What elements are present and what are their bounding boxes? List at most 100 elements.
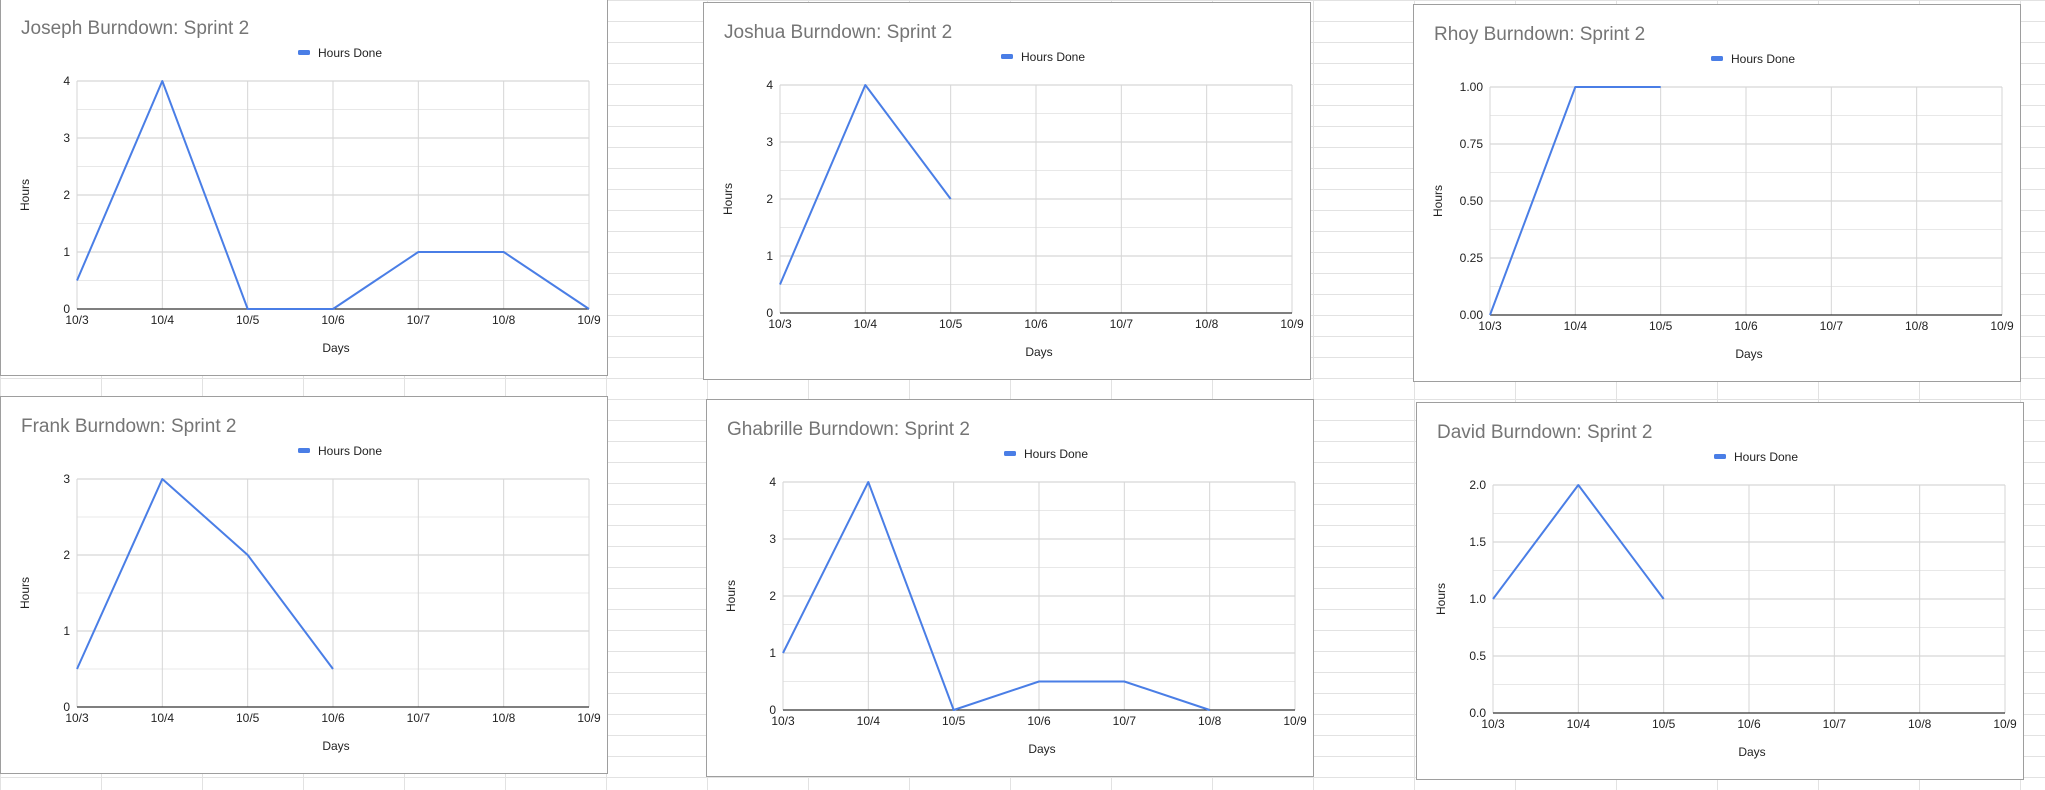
x-axis-title: Days — [322, 739, 349, 753]
chart-svg: Frank Burndown: Sprint 2 Hours Done 0 1 2 3 10… — [18, 416, 601, 753]
x-tick-label: 10/9 — [1993, 717, 2017, 731]
y-tick-label: 2.0 — [1469, 478, 1486, 492]
data-point — [778, 282, 783, 287]
x-tick-label: 10/6 — [1737, 717, 1761, 731]
x-tick-label: 10/5 — [942, 714, 966, 728]
legend-swatch — [1001, 54, 1013, 59]
legend[interactable]: Hours Done — [1001, 50, 1085, 64]
y-tick-label: 0 — [63, 700, 70, 714]
data-point — [160, 79, 165, 84]
legend-label: Hours Done — [1021, 50, 1085, 64]
chart-svg: David Burndown: Sprint 2 Hours Done 0.0 0.5… — [1434, 422, 2017, 759]
y-tick-label: 0.75 — [1460, 137, 1484, 151]
y-tick-label: 2 — [63, 548, 70, 562]
series-line-0 — [1492, 484, 1665, 600]
x-tick-label: 10/6 — [1734, 319, 1758, 333]
x-tick-label: 10/3 — [1478, 319, 1502, 333]
series-line-0 — [76, 80, 590, 310]
x-tick-label: 10/7 — [1823, 717, 1847, 731]
x-tick-label: 10/7 — [407, 711, 431, 725]
legend-swatch — [298, 448, 310, 453]
y-tick-label: 0.5 — [1469, 649, 1486, 663]
y-tick-label: 1 — [63, 624, 70, 638]
legend-swatch — [1004, 451, 1016, 456]
y-tick-label: 4 — [769, 475, 776, 489]
y-tick-label: 2 — [769, 589, 776, 603]
legend-label: Hours Done — [318, 46, 382, 60]
chart-card-ghabrille[interactable]: Ghabrille Burndown: Sprint 2 Hours Done 0 1… — [706, 399, 1314, 777]
data-point — [416, 250, 421, 255]
data-point — [951, 708, 956, 713]
data-point — [1037, 679, 1042, 684]
chart-title: Rhoy Burndown: Sprint 2 — [1434, 24, 1645, 45]
x-axis-title: Days — [1028, 742, 1055, 756]
legend[interactable]: Hours Done — [298, 46, 382, 60]
chart-title: Joshua Burndown: Sprint 2 — [724, 22, 952, 43]
chart-title: David Burndown: Sprint 2 — [1437, 422, 1652, 443]
x-axis-title: Days — [322, 341, 349, 355]
x-tick-label: 10/3 — [771, 714, 795, 728]
data-point — [331, 667, 336, 672]
y-tick-label: 4 — [766, 78, 773, 92]
x-tick-label: 10/9 — [1990, 319, 2014, 333]
x-tick-label: 10/9 — [1280, 317, 1304, 331]
chart-title: Frank Burndown: Sprint 2 — [21, 416, 236, 437]
x-tick-label: 10/4 — [857, 714, 881, 728]
x-tick-label: 10/4 — [151, 313, 175, 327]
x-tick-label: 10/8 — [1195, 317, 1219, 331]
x-tick-label: 10/3 — [65, 313, 89, 327]
y-tick-label: 1 — [766, 249, 773, 263]
legend[interactable]: Hours Done — [1711, 52, 1795, 66]
y-tick-label: 1.0 — [1469, 592, 1486, 606]
data-point — [1207, 708, 1212, 713]
x-tick-label: 10/4 — [1564, 319, 1588, 333]
x-tick-label: 10/4 — [1567, 717, 1591, 731]
y-tick-label: 1.5 — [1469, 535, 1486, 549]
legend[interactable]: Hours Done — [298, 444, 382, 458]
y-axis-title: Hours — [18, 577, 32, 609]
y-tick-label: 2 — [63, 188, 70, 202]
data-point — [501, 250, 506, 255]
x-tick-label: 10/6 — [321, 313, 345, 327]
chart-card-joseph[interactable]: Joseph Burndown: Sprint 2 Hours Done 0 1 2 3 4… — [0, 0, 608, 376]
x-tick-label: 10/7 — [1110, 317, 1134, 331]
data-point — [863, 83, 868, 88]
x-tick-label: 10/9 — [577, 313, 601, 327]
legend-swatch — [298, 50, 310, 55]
legend-swatch — [1714, 454, 1726, 459]
x-tick-label: 10/4 — [854, 317, 878, 331]
data-point — [160, 477, 165, 482]
data-point — [75, 278, 80, 283]
data-point — [1488, 313, 1493, 318]
x-tick-label: 10/7 — [407, 313, 431, 327]
y-tick-label: 3 — [769, 532, 776, 546]
y-tick-label: 0 — [766, 306, 773, 320]
data-point — [1573, 85, 1578, 90]
x-tick-label: 10/3 — [1481, 717, 1505, 731]
chart-card-david[interactable]: David Burndown: Sprint 2 Hours Done 0.0 0.5… — [1416, 402, 2024, 780]
data-point — [75, 667, 80, 672]
y-axis-title: Hours — [721, 183, 735, 215]
x-tick-label: 10/7 — [1113, 714, 1137, 728]
y-tick-label: 4 — [63, 74, 70, 88]
legend[interactable]: Hours Done — [1714, 450, 1798, 464]
y-tick-label: 1.00 — [1460, 80, 1484, 94]
chart-svg: Rhoy Burndown: Sprint 2 Hours Done 0.00 0.2… — [1431, 24, 2014, 361]
chart-card-rhoy[interactable]: Rhoy Burndown: Sprint 2 Hours Done 0.00 0.2… — [1413, 4, 2021, 382]
y-tick-label: 0 — [63, 302, 70, 316]
data-point — [948, 197, 953, 202]
data-point — [587, 307, 592, 312]
x-axis-title: Days — [1738, 745, 1765, 759]
y-tick-label: 0 — [769, 703, 776, 717]
series-line-0 — [1489, 86, 1661, 316]
y-axis-title: Hours — [1431, 185, 1445, 217]
chart-card-frank[interactable]: Frank Burndown: Sprint 2 Hours Done 0 1 2 3 10… — [0, 396, 608, 774]
y-tick-label: 1 — [63, 245, 70, 259]
x-tick-label: 10/5 — [236, 711, 260, 725]
data-point — [781, 651, 786, 656]
chart-card-joshua[interactable]: Joshua Burndown: Sprint 2 Hours Done 0 1 2 3 4… — [703, 2, 1311, 380]
y-tick-label: 0.00 — [1460, 308, 1484, 322]
y-tick-label: 0.0 — [1469, 706, 1486, 720]
legend[interactable]: Hours Done — [1004, 447, 1088, 461]
